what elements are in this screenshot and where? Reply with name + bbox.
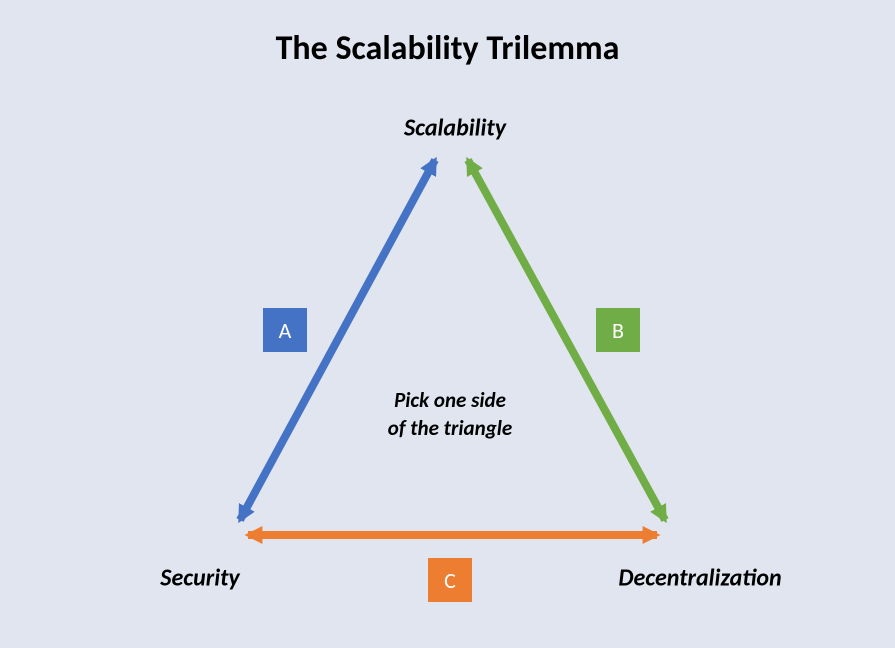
center-caption-line2: of the triangle (388, 415, 512, 441)
center-caption-line1: Pick one side (394, 387, 506, 413)
edge-b-badge: B (596, 308, 640, 352)
edge-c-badge: C (428, 558, 472, 602)
vertex-right-label: Decentralization (618, 564, 781, 593)
trilemma-triangle (0, 0, 895, 648)
edge-a-badge: A (263, 308, 307, 352)
vertex-left-label: Security (160, 564, 239, 593)
vertex-top-label: Scalability (404, 114, 506, 143)
